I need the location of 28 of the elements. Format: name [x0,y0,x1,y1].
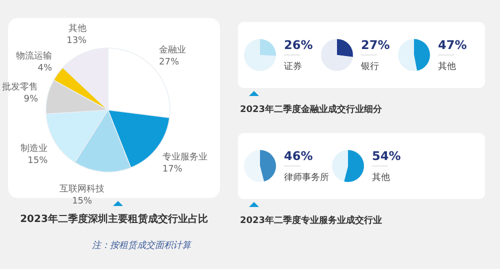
text: 2023年二季度深圳主要租赁成交行业占比 [20,213,208,225]
data-label: 17% [162,164,183,174]
slice-label: 其他 [372,172,390,183]
slice-label: 律师事务所 [284,172,329,183]
data-label: 9% [24,94,38,105]
slice-label: 专业服务业 [162,151,208,162]
slice-label: 互联网科技 [60,184,105,195]
data-label: 4% [38,64,52,74]
text: 2023年二季度金融业成交行业细分 [240,104,384,115]
data-label: 47% [438,38,467,52]
slice-label: 批发零售 [2,82,38,93]
slice-label: 金融业 [159,44,186,56]
text: 2023年二季度专业服务业成交行业 [240,215,382,226]
slice-label: 证券 [284,61,302,72]
slice-label: 物流运输 [16,50,52,62]
data-label: 27% [159,57,180,68]
slice-label: 其他 [438,61,456,72]
data-label: 13% [66,36,88,46]
data-label: 54% [372,149,401,163]
data-label: 27% [361,38,390,52]
slice-label: 其他 [68,22,87,34]
slice-label: 制造业 [20,142,48,154]
text: 注：按租赁成交面积计算 [92,240,193,251]
data-label: 26% [284,38,313,52]
data-label: 15% [28,156,48,166]
data-label: 15% [72,196,93,207]
data-label: 46% [284,149,313,163]
slice-label: 银行 [360,61,379,72]
